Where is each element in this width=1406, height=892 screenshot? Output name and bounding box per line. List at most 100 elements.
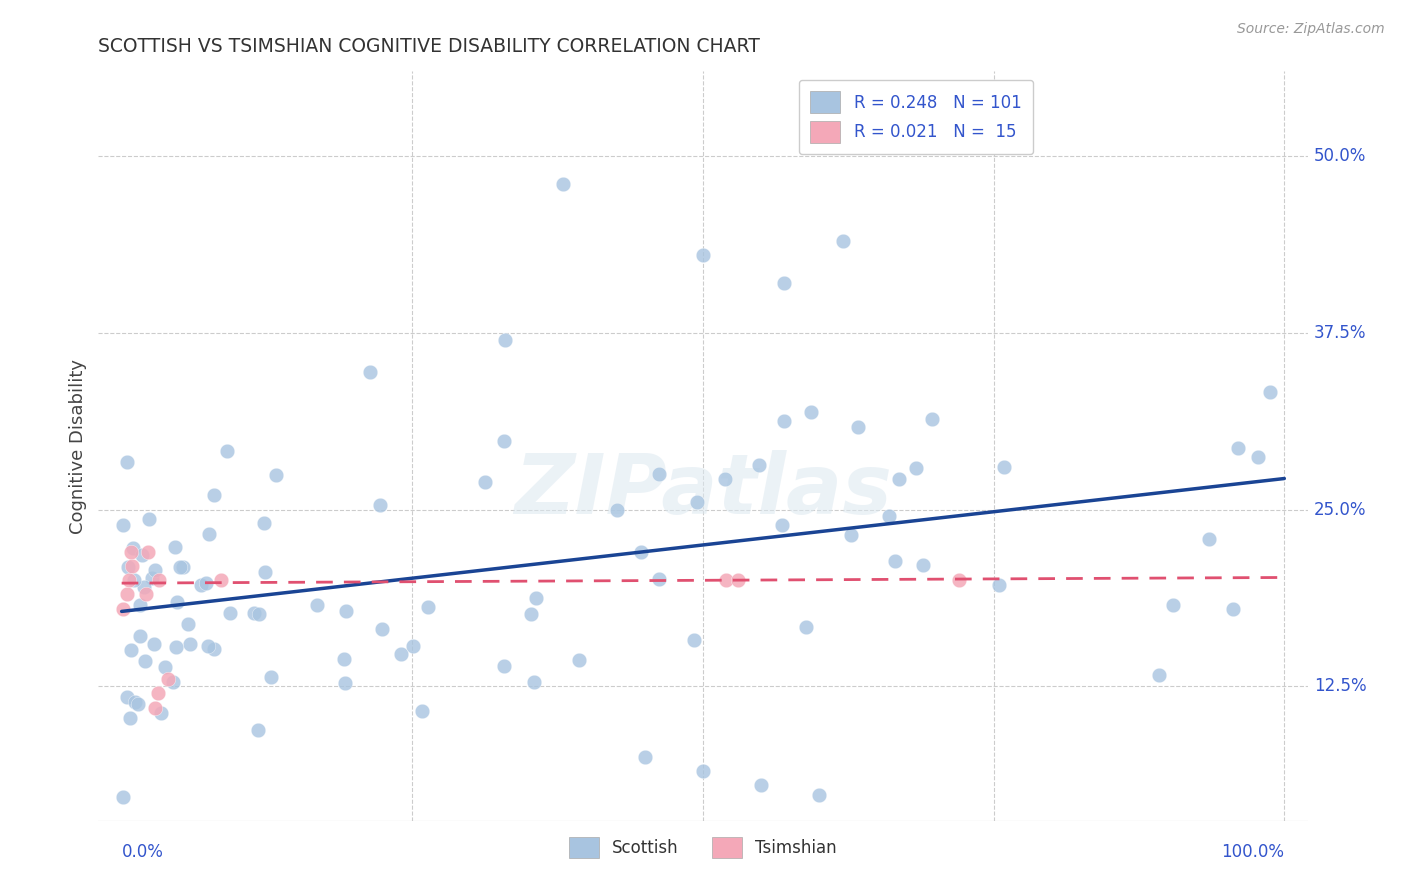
- Point: [120, 643, 142, 657]
- Point: [685, 495, 707, 509]
- Point: [808, 788, 831, 802]
- Text: 25.0%: 25.0%: [1313, 500, 1367, 518]
- Point: [243, 606, 266, 620]
- Point: [260, 670, 283, 684]
- Point: [127, 697, 149, 711]
- Point: [333, 652, 356, 666]
- Point: [1161, 598, 1184, 612]
- Point: [117, 559, 139, 574]
- Point: [359, 365, 381, 379]
- Point: [135, 587, 157, 601]
- Point: [912, 558, 935, 573]
- Point: [1247, 450, 1270, 465]
- Point: [713, 472, 735, 486]
- Point: [993, 460, 1015, 475]
- Point: [606, 503, 628, 517]
- Point: [134, 654, 156, 668]
- Point: [692, 764, 714, 779]
- Point: [335, 604, 357, 618]
- Point: [1222, 602, 1244, 616]
- Point: [1258, 384, 1281, 399]
- Point: [129, 629, 152, 643]
- Point: [122, 574, 145, 588]
- Point: [401, 639, 423, 653]
- Point: [190, 578, 212, 592]
- Point: [568, 653, 591, 667]
- Point: [492, 434, 515, 448]
- Point: [883, 554, 905, 568]
- Point: [157, 673, 180, 687]
- Point: [136, 545, 159, 559]
- Point: [219, 606, 242, 620]
- Point: [169, 559, 191, 574]
- Point: [111, 517, 134, 532]
- Text: 37.5%: 37.5%: [1313, 324, 1367, 342]
- Point: [202, 488, 225, 502]
- Point: [249, 607, 271, 621]
- Point: [630, 545, 652, 559]
- Point: [172, 560, 194, 574]
- Point: [889, 472, 911, 486]
- Point: [217, 444, 239, 458]
- Point: [141, 572, 163, 586]
- Point: [143, 563, 166, 577]
- Legend: Scottish, Tsimshian: Scottish, Tsimshian: [562, 830, 844, 864]
- Point: [177, 617, 200, 632]
- Point: [132, 581, 155, 595]
- Point: [166, 595, 188, 609]
- Point: [877, 508, 900, 523]
- Point: [748, 458, 770, 472]
- Point: [523, 674, 546, 689]
- Point: [553, 178, 575, 192]
- Point: [163, 540, 186, 554]
- Point: [179, 637, 201, 651]
- Point: [120, 711, 142, 725]
- Point: [150, 706, 173, 720]
- Point: [143, 637, 166, 651]
- Point: [904, 461, 927, 475]
- Text: 0.0%: 0.0%: [122, 843, 163, 861]
- Point: [247, 723, 270, 738]
- Point: [162, 674, 184, 689]
- Point: [716, 574, 738, 588]
- Point: [1226, 441, 1249, 455]
- Point: [371, 622, 394, 636]
- Point: [146, 686, 169, 700]
- Point: [800, 405, 823, 419]
- Point: [138, 511, 160, 525]
- Point: [391, 647, 413, 661]
- Point: [335, 676, 357, 690]
- Point: [1147, 668, 1170, 682]
- Text: Source: ZipAtlas.com: Source: ZipAtlas.com: [1237, 22, 1385, 37]
- Point: [634, 750, 657, 764]
- Point: [121, 559, 143, 574]
- Point: [305, 598, 328, 612]
- Point: [773, 414, 796, 428]
- Point: [111, 790, 134, 805]
- Point: [115, 455, 138, 469]
- Point: [368, 498, 391, 512]
- Point: [647, 573, 669, 587]
- Point: [727, 574, 749, 588]
- Point: [749, 778, 772, 792]
- Point: [1198, 532, 1220, 546]
- Point: [474, 475, 496, 489]
- Point: [418, 600, 440, 615]
- Point: [494, 333, 516, 347]
- Point: [492, 659, 515, 673]
- Point: [839, 528, 862, 542]
- Point: [647, 467, 669, 481]
- Point: [831, 234, 853, 248]
- Point: [264, 467, 287, 482]
- Text: ZIPatlas: ZIPatlas: [515, 450, 891, 532]
- Point: [770, 518, 793, 533]
- Text: 50.0%: 50.0%: [1313, 147, 1367, 165]
- Point: [846, 420, 869, 434]
- Point: [411, 705, 433, 719]
- Point: [524, 591, 547, 605]
- Point: [111, 601, 134, 615]
- Point: [165, 640, 187, 654]
- Point: [118, 574, 141, 588]
- Point: [253, 516, 276, 530]
- Point: [253, 565, 276, 579]
